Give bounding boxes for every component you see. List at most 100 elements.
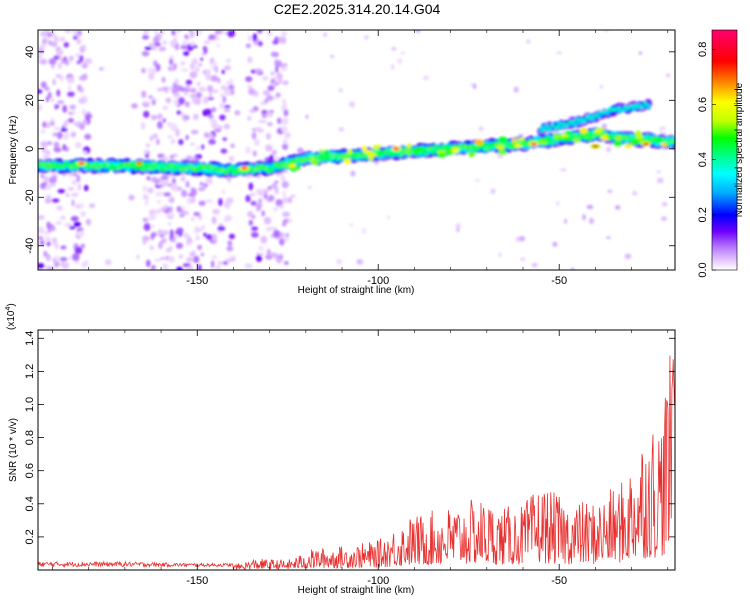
noise-blob [50, 97, 55, 103]
noise-blob [52, 258, 56, 263]
noise-blob [53, 35, 59, 43]
ridge-blob [255, 167, 260, 171]
ridge-blob [466, 146, 470, 150]
noise-blob [498, 252, 502, 258]
noise-blob [189, 31, 195, 39]
noise-blob [281, 143, 289, 150]
noise-blob [161, 230, 170, 236]
ridge-blob [224, 170, 230, 175]
noise-blob [251, 131, 257, 140]
noise-blob [56, 131, 63, 140]
noise-blob [147, 187, 154, 194]
noise-blob [226, 59, 231, 63]
noise-blob [223, 65, 231, 71]
noise-blob [422, 75, 430, 81]
secondary-ridge-blob [548, 128, 552, 132]
ridge-knot [518, 137, 525, 142]
snr-panel: -150 -100 -50 0.2 0.4 0.6 0.8 1.0 1.2 1.4 Height… [5, 303, 676, 596]
ridge-blob [62, 163, 66, 168]
noise-blob [194, 30, 203, 36]
noise-blob [171, 30, 175, 36]
noise-blob [142, 235, 150, 241]
noise-blob [223, 105, 231, 109]
noise-blob [182, 232, 189, 239]
noise-blob [181, 189, 188, 198]
noise-blob [68, 84, 72, 92]
noise-blob [182, 40, 188, 47]
noise-blob [217, 77, 221, 84]
noise-blob [162, 105, 168, 111]
noise-blob [149, 135, 154, 142]
secondary-ridge-blob [646, 105, 650, 109]
noise-blob [51, 198, 60, 203]
noise-blob [197, 264, 202, 270]
noise-blob [219, 114, 226, 121]
secondary-ridge-blob [580, 118, 584, 122]
noise-blob [605, 146, 612, 153]
noise-blob [48, 183, 57, 187]
noise-blob [163, 192, 171, 197]
secondary-ridge-blob [594, 113, 598, 117]
noise-blob [199, 181, 204, 186]
noise-blob [151, 265, 156, 270]
noise-blob [142, 35, 149, 40]
noise-blob [175, 30, 182, 33]
ridge-blob [453, 144, 457, 148]
noise-blob [205, 73, 212, 81]
noise-blob [349, 101, 355, 108]
noise-blob [338, 127, 345, 132]
secondary-ridge-blob [620, 109, 624, 113]
ridge-blob [572, 132, 577, 137]
noise-blob [53, 55, 60, 60]
noise-blob [177, 97, 185, 105]
ridge-blob [355, 152, 359, 157]
noise-blob [556, 200, 560, 206]
noise-blob [274, 156, 281, 160]
noise-blob [227, 30, 236, 38]
noise-blob [193, 255, 200, 264]
noise-blob [58, 56, 63, 61]
noise-blob [249, 109, 256, 114]
noise-blob [195, 146, 201, 151]
noise-blob [153, 36, 160, 44]
noise-blob [490, 188, 496, 194]
ridge-blob [551, 140, 555, 145]
noise-blob [81, 108, 87, 116]
noise-blob [63, 120, 68, 128]
noise-blob [189, 93, 198, 99]
noise-blob [53, 261, 60, 268]
noise-blob [220, 85, 227, 90]
spectrogram-y-tick-label: -40 [24, 238, 36, 254]
peak-core [643, 142, 650, 146]
ridge-blob [353, 155, 357, 159]
snr-y-ticks: 0.2 0.4 0.6 0.8 1.0 1.2 1.4 [24, 331, 675, 545]
noise-blob [287, 218, 293, 223]
noise-blob [266, 248, 271, 257]
noise-blob [515, 236, 520, 242]
noise-blob [178, 139, 184, 145]
noise-blob [254, 68, 263, 74]
figure-title: C2E2.2025.314.20.14.G04 [274, 1, 441, 17]
noise-blob [208, 34, 216, 40]
noise-blob [73, 122, 78, 126]
noise-blob [245, 43, 251, 48]
secondary-ridge-blob [565, 123, 569, 127]
noise-blob [267, 85, 275, 92]
noise-blob [268, 195, 275, 202]
noise-blob [63, 133, 69, 141]
noise-blob [190, 87, 197, 94]
noise-blob [76, 174, 81, 183]
noise-blob [84, 113, 93, 119]
snr-x-tick-label: -100 [367, 575, 389, 587]
noise-blob [143, 223, 151, 231]
peak-core [241, 166, 248, 170]
ridge-blob [106, 162, 109, 166]
ridge-blob [364, 155, 368, 159]
ridge-blob [323, 157, 327, 161]
noise-blob [81, 73, 88, 81]
noise-blob [178, 254, 184, 259]
ridge-blob [142, 167, 147, 171]
noise-blob [38, 89, 43, 94]
noise-blob [605, 236, 611, 240]
noise-blob [191, 195, 196, 204]
